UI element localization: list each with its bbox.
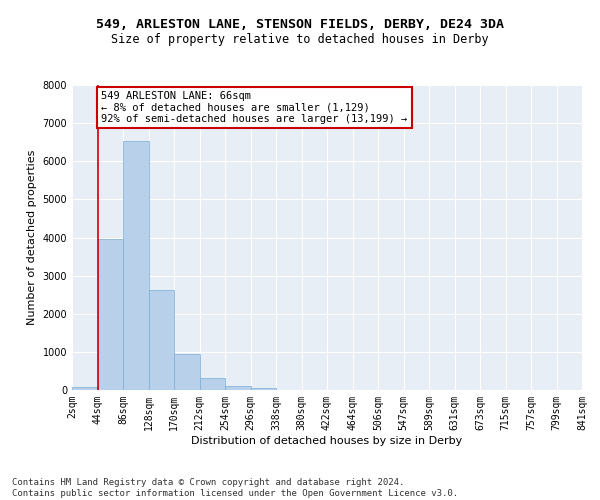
Bar <box>199 378 225 390</box>
X-axis label: Distribution of detached houses by size in Derby: Distribution of detached houses by size … <box>191 436 463 446</box>
Text: 549, ARLESTON LANE, STENSON FIELDS, DERBY, DE24 3DA: 549, ARLESTON LANE, STENSON FIELDS, DERB… <box>96 18 504 30</box>
Text: 549 ARLESTON LANE: 66sqm
← 8% of detached houses are smaller (1,129)
92% of semi: 549 ARLESTON LANE: 66sqm ← 8% of detache… <box>101 90 407 124</box>
Bar <box>251 388 276 390</box>
Y-axis label: Number of detached properties: Number of detached properties <box>27 150 37 325</box>
Bar <box>149 290 174 390</box>
Bar <box>123 142 149 390</box>
Text: Contains HM Land Registry data © Crown copyright and database right 2024.
Contai: Contains HM Land Registry data © Crown c… <box>12 478 458 498</box>
Bar <box>97 240 123 390</box>
Bar <box>72 387 97 390</box>
Text: Size of property relative to detached houses in Derby: Size of property relative to detached ho… <box>111 32 489 46</box>
Bar <box>225 386 251 390</box>
Bar <box>174 354 199 390</box>
